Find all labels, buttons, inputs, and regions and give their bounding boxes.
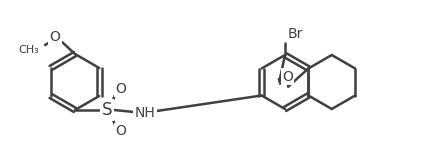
Text: NH: NH [134,106,155,120]
Text: S: S [102,101,112,119]
Text: O: O [281,70,292,84]
Text: Br: Br [287,27,302,41]
Text: CH₃: CH₃ [19,45,39,55]
Text: O: O [115,82,126,96]
Text: O: O [115,124,126,138]
Text: O: O [49,30,60,44]
